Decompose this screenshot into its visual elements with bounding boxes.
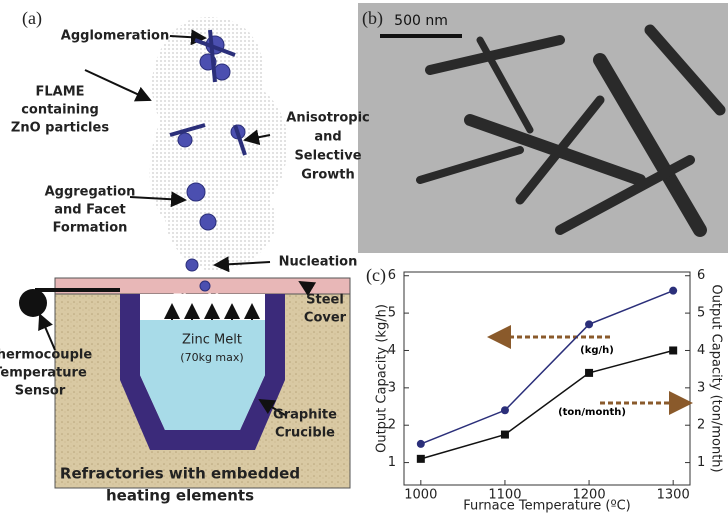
- diagram-label: Growth: [301, 168, 355, 183]
- scale-bar-label: 500 nm: [394, 13, 448, 29]
- diagram-label: Thermocouple: [0, 348, 92, 363]
- diagram-label: Nucleation: [279, 255, 358, 270]
- marker: [585, 369, 593, 377]
- micrograph: 500 nm: [358, 3, 728, 253]
- marker: [417, 455, 425, 463]
- diagram-label: Zinc Melt: [182, 333, 242, 348]
- marker: [669, 287, 677, 295]
- diagram-label: and Facet: [54, 203, 126, 218]
- flame: [149, 17, 287, 272]
- y2-tick-label: 5: [697, 306, 705, 321]
- y2-tick-label: 6: [697, 268, 705, 283]
- scale-bar: [380, 34, 462, 38]
- x-axis-title: Furnace Temperature (ºC): [463, 499, 630, 513]
- diagram-label: Crucible: [275, 426, 335, 441]
- panel-label: (b): [362, 8, 383, 29]
- y2-tick-label: 2: [697, 418, 705, 433]
- diagram-label: Anisotropic: [286, 111, 369, 126]
- y-tick-label: 1: [388, 455, 396, 470]
- diagram-label: Aggregation: [45, 185, 136, 200]
- diagram-label: Refractories with embedded: [60, 465, 300, 483]
- y-axis-title: Output Capacity (kg/h): [375, 304, 390, 453]
- y2-tick-label: 4: [697, 343, 705, 358]
- diagram-label: Agglomeration: [61, 29, 169, 44]
- y-tick-label: 6: [388, 268, 396, 283]
- diagram-label: Formation: [53, 221, 128, 236]
- y2-tick-label: 3: [697, 380, 705, 395]
- plot-frame: [404, 272, 690, 485]
- thermocouple-tip: [19, 289, 47, 317]
- annotation: (ton/month): [558, 407, 626, 418]
- figure: 500 nm (a) (b) (c) Agglomeration FLAME con…: [0, 0, 728, 513]
- diagram-label: FLAME: [35, 85, 84, 100]
- diagram-label: Temperature: [0, 366, 87, 381]
- marker: [501, 406, 509, 414]
- diagram-label: Selective: [294, 149, 361, 164]
- diagram-label: Zinc Vapor: [173, 293, 252, 308]
- diagram-label: containing: [21, 103, 99, 118]
- diagram-label: ZnO particles: [11, 121, 109, 136]
- diagram-label: Sensor: [15, 384, 66, 399]
- panel-label: (a): [22, 8, 42, 29]
- marker: [417, 440, 425, 448]
- panel-label: (c): [366, 265, 386, 286]
- y2-axis-title: Output Capacity (ton/month): [709, 284, 724, 472]
- diagram-label: Steel: [306, 293, 344, 308]
- marker: [501, 431, 509, 439]
- diagram-label: Cover: [304, 311, 347, 326]
- diagram-label: heating elements: [106, 487, 254, 505]
- diagram-label: and: [314, 130, 341, 145]
- diagram-label: Graphite: [273, 408, 337, 423]
- x-tick-label: 1300: [657, 488, 690, 503]
- marker: [585, 320, 593, 328]
- marker: [669, 346, 677, 354]
- annotation: (kg/h): [580, 345, 614, 356]
- x-tick-label: 1000: [404, 488, 437, 503]
- diagram-label: (70kg max): [180, 351, 243, 364]
- y2-tick-label: 1: [697, 455, 705, 470]
